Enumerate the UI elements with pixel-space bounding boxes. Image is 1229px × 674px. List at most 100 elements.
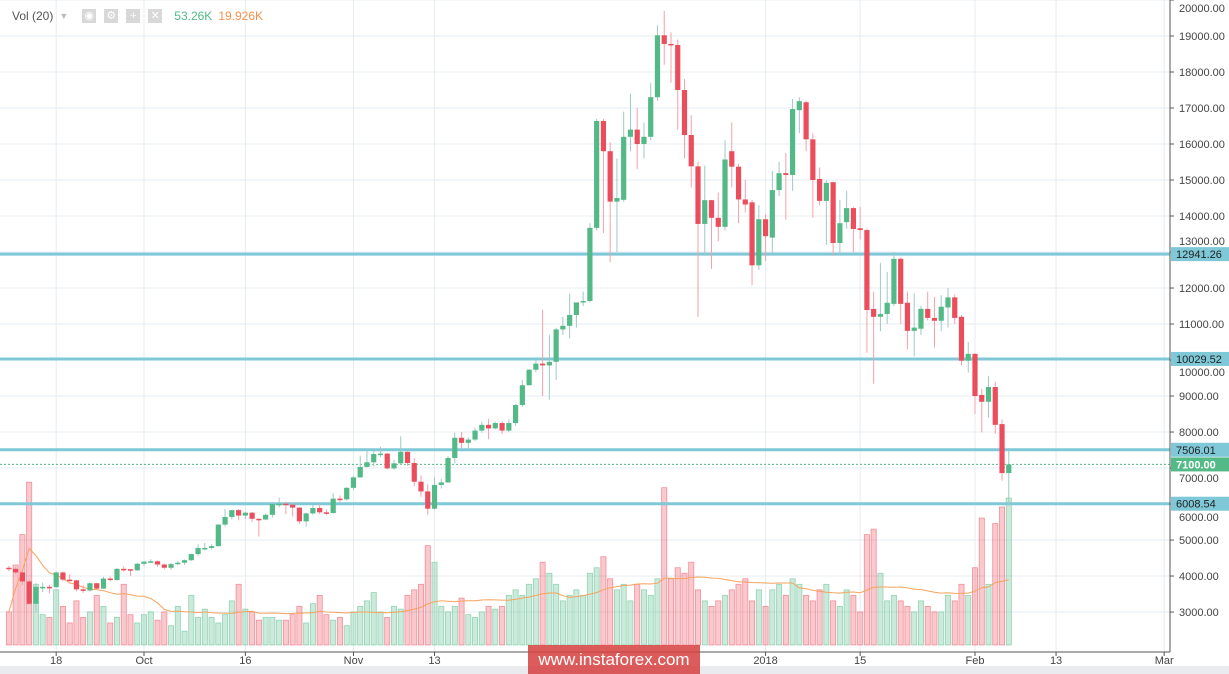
candle [762, 214, 769, 262]
candle-body [857, 228, 863, 231]
volume-bar [681, 572, 688, 646]
volume-bar [309, 603, 316, 646]
candle [560, 316, 566, 335]
candle [695, 162, 701, 317]
candle-body [614, 198, 620, 202]
candle [985, 376, 992, 418]
candle [107, 576, 113, 582]
candle [999, 419, 1005, 481]
candle [769, 171, 775, 256]
candle-body [533, 363, 539, 370]
candle-body [762, 219, 769, 237]
volume-bar [566, 594, 573, 646]
volume-bar [782, 594, 789, 646]
level-label: 7506.01 [1176, 445, 1216, 457]
volume-bar [249, 611, 256, 646]
candle [148, 559, 154, 564]
candle [810, 133, 816, 218]
volume-bar [776, 583, 783, 646]
candle-body [871, 308, 877, 317]
candle-body [499, 423, 505, 431]
chevron-down-icon[interactable]: ▼ [59, 11, 69, 21]
candle [398, 436, 404, 466]
volume-bar [796, 583, 803, 646]
price-tick-label: 4000.00 [1179, 571, 1219, 583]
candle-body [80, 589, 86, 591]
candle [391, 459, 397, 470]
candle-body [384, 453, 390, 469]
candle-body [208, 546, 215, 548]
candle [789, 99, 796, 191]
volume-bar [39, 614, 46, 646]
candle-body [283, 503, 289, 506]
volume-bar [12, 564, 19, 646]
candle [614, 158, 620, 253]
gear-icon[interactable]: ⚙ [104, 9, 119, 23]
candle-body [540, 363, 546, 366]
candle-body [600, 120, 607, 152]
volume-bar [593, 567, 600, 646]
volume-bar [53, 589, 60, 646]
candle-body [587, 227, 593, 301]
candle-body [431, 484, 438, 509]
close-icon[interactable]: ✕ [148, 9, 163, 23]
plus-icon[interactable]: + [126, 9, 141, 23]
volume-bar [478, 611, 485, 646]
candle-body [398, 451, 404, 464]
candle-body [756, 219, 762, 266]
candle-body [512, 405, 519, 424]
volume-bar [282, 619, 289, 646]
candle-body [53, 572, 59, 588]
price-tick-label: 20000.00 [1179, 3, 1225, 15]
candle-body [249, 512, 255, 519]
candle [898, 257, 904, 325]
candle-body [458, 437, 465, 443]
time-tick-label: Oct [135, 655, 152, 667]
volume-bar [323, 614, 330, 646]
candle-body [168, 564, 174, 568]
candle [357, 455, 363, 478]
candle-body [965, 353, 971, 361]
candle [871, 291, 877, 384]
candle [587, 223, 593, 303]
candle [708, 199, 715, 269]
candle [844, 190, 850, 229]
volume-bar [999, 506, 1006, 646]
candle-body [40, 586, 46, 589]
candle [485, 418, 492, 440]
candle [445, 456, 451, 483]
candle [458, 432, 465, 449]
time-tick-label: Feb [966, 655, 985, 667]
volume-bar [762, 605, 769, 646]
candle-body [749, 202, 755, 266]
candle-body [235, 510, 242, 516]
candle [641, 122, 647, 159]
candle-body [445, 457, 451, 483]
candle [46, 584, 53, 594]
candle [911, 293, 917, 357]
volume-bar [985, 583, 992, 646]
candle-body [175, 562, 181, 565]
candle-body [526, 369, 532, 386]
volume-bar [242, 608, 249, 646]
candle [648, 82, 654, 141]
candle [438, 478, 444, 489]
volume-bar [532, 578, 539, 646]
candle-body [371, 453, 377, 463]
volume-bar [701, 600, 708, 646]
candle-body [546, 361, 552, 366]
volume-bar [573, 589, 580, 646]
candle-body [776, 173, 782, 191]
candle-body [256, 518, 262, 521]
eye-icon[interactable]: ◉ [82, 9, 97, 23]
volume-bar [431, 561, 438, 646]
volume-bar [181, 630, 188, 646]
candle [13, 567, 19, 575]
volume-bar [418, 583, 425, 646]
candle-body [904, 302, 911, 331]
candle-body [472, 430, 478, 440]
candle-body [452, 437, 458, 458]
candle [526, 369, 532, 386]
volume-bar [343, 625, 350, 646]
